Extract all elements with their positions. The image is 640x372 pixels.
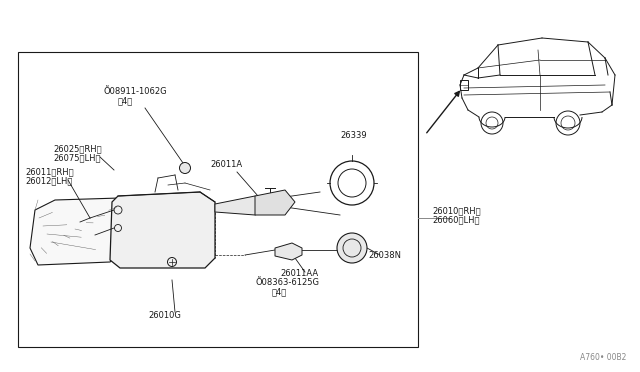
Text: 26011A: 26011A — [210, 160, 242, 169]
Text: 26010（RH）: 26010（RH） — [432, 206, 481, 215]
Text: 26011AA: 26011AA — [280, 269, 318, 278]
Text: Õ08911-1062G: Õ08911-1062G — [103, 87, 166, 96]
Text: 26012（LH）: 26012（LH） — [25, 176, 72, 185]
Circle shape — [337, 233, 367, 263]
Text: A760• 00B2: A760• 00B2 — [580, 353, 627, 362]
Text: 26060（LH）: 26060（LH） — [432, 215, 479, 224]
Polygon shape — [275, 243, 302, 260]
Polygon shape — [255, 190, 295, 215]
Text: 26010G: 26010G — [148, 311, 181, 320]
Text: （4）: （4） — [272, 287, 287, 296]
Text: 26339: 26339 — [340, 131, 367, 140]
Text: （4）: （4） — [118, 96, 133, 105]
Polygon shape — [30, 198, 128, 265]
Text: 26011（RH）: 26011（RH） — [25, 167, 74, 176]
Text: 26025（RH）: 26025（RH） — [53, 144, 102, 153]
Polygon shape — [215, 196, 268, 215]
Text: Õ08363-6125G: Õ08363-6125G — [255, 278, 319, 287]
Circle shape — [179, 163, 191, 173]
Text: 26038N: 26038N — [368, 251, 401, 260]
Polygon shape — [110, 192, 215, 268]
Bar — [18, 52, 418, 347]
Bar — [460, 80, 468, 90]
Text: 26075（LH）: 26075（LH） — [53, 153, 100, 162]
